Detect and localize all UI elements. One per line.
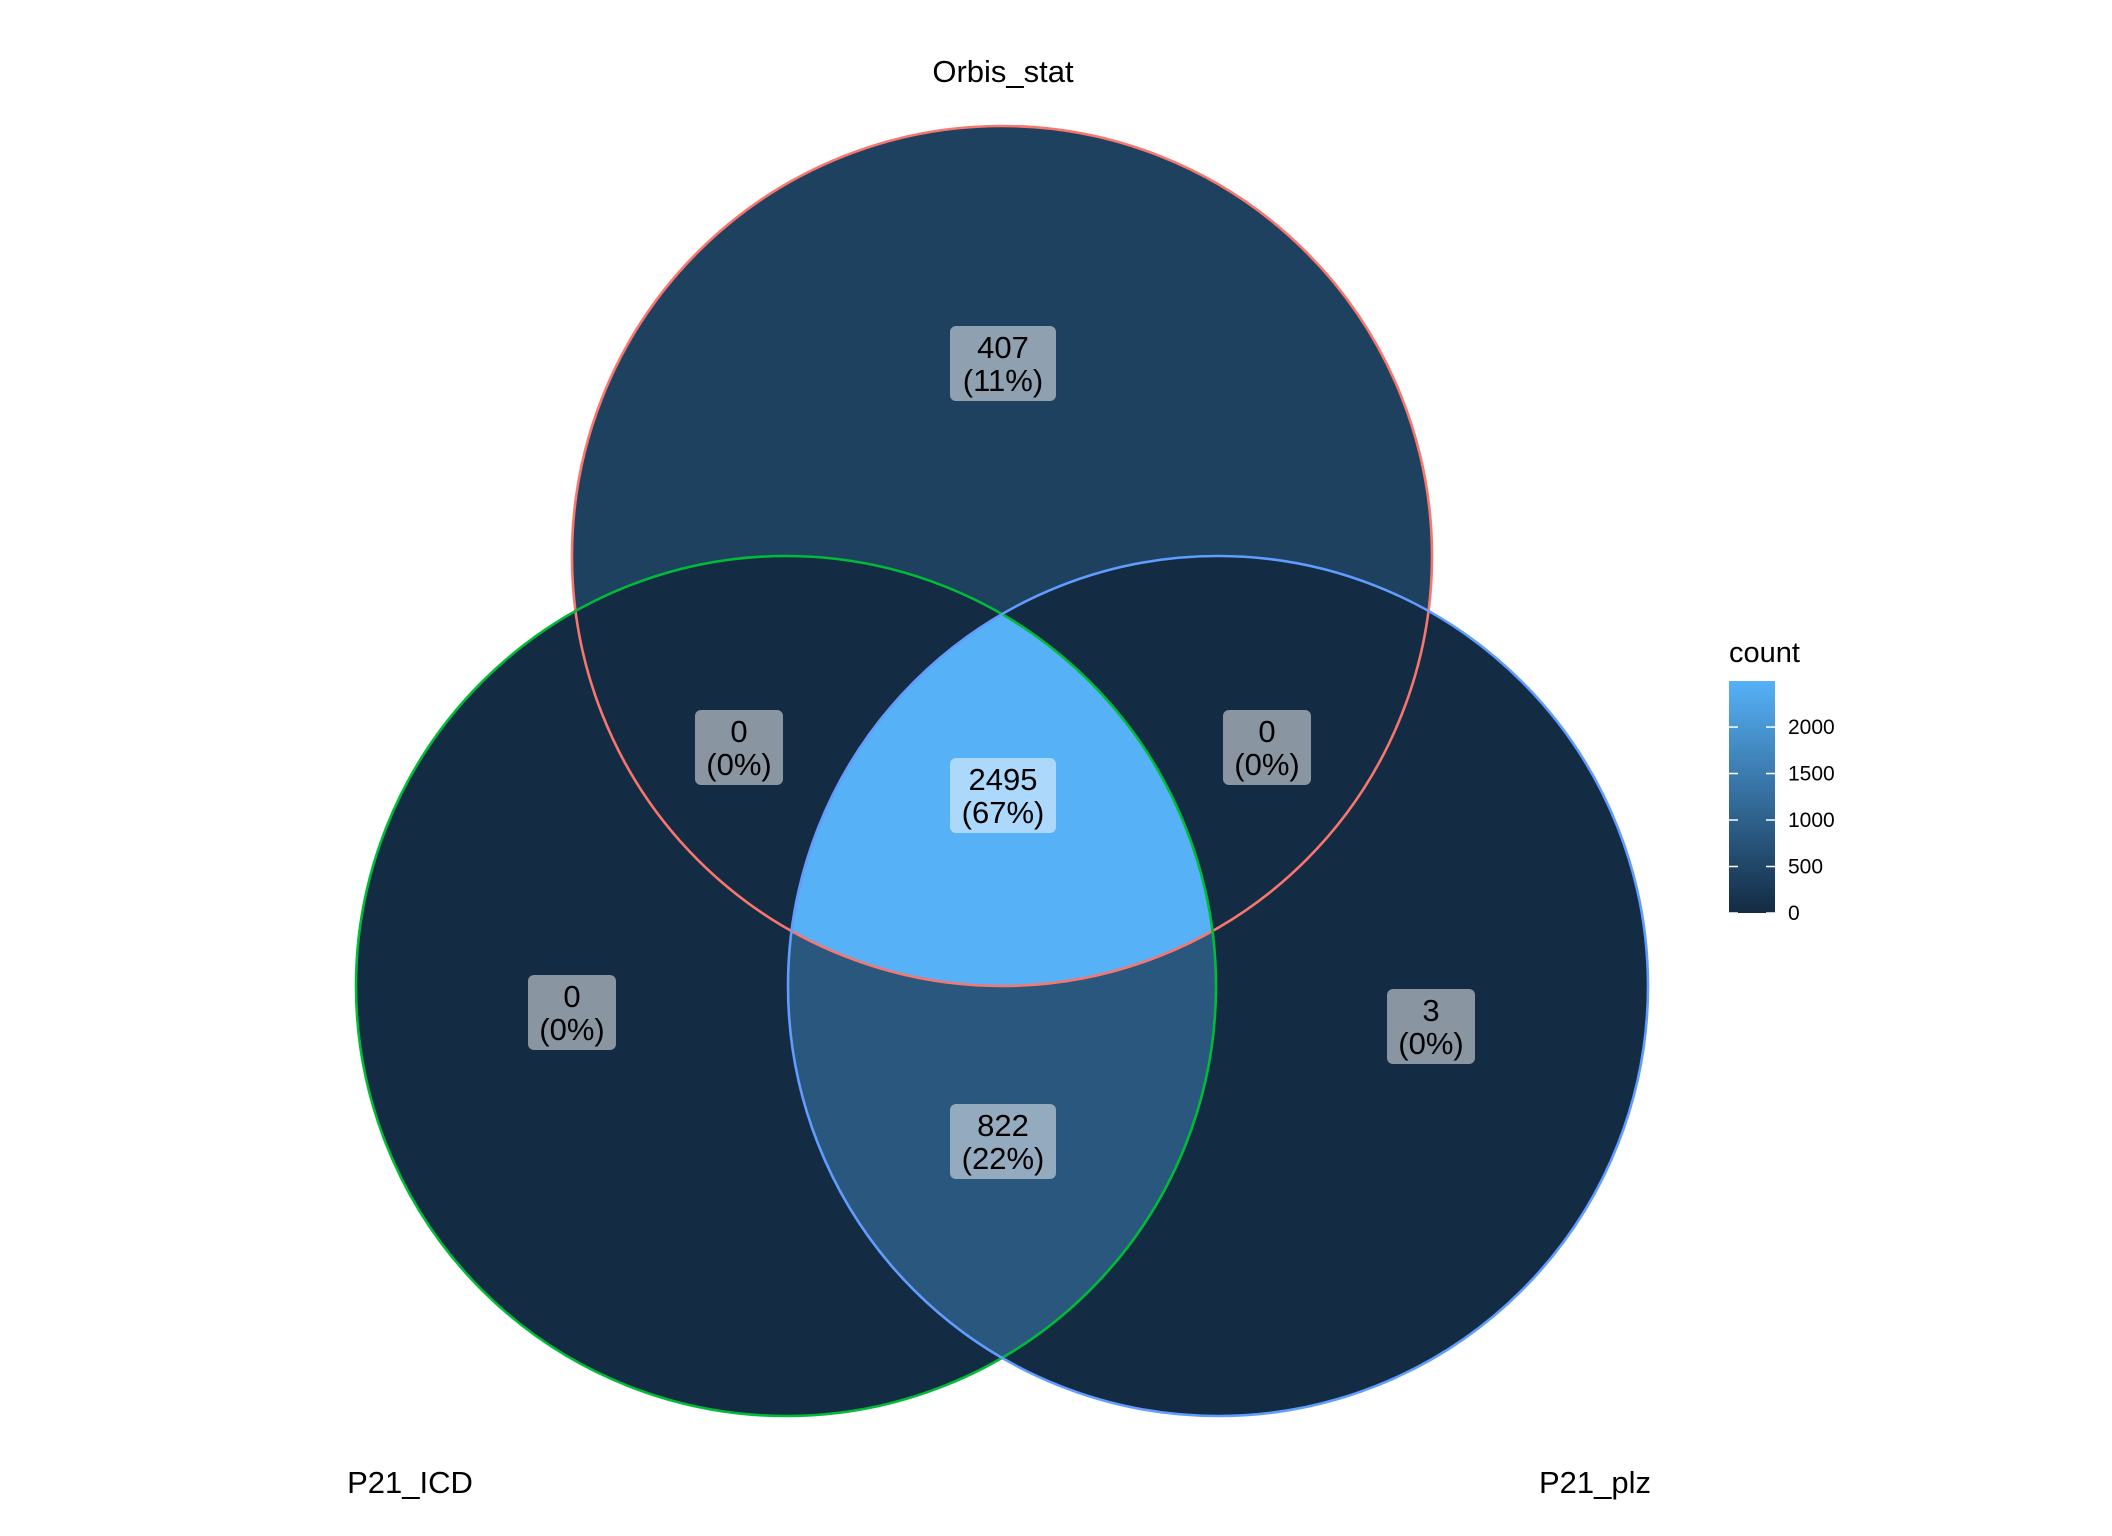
region-label-icd-plz: 822 (22%) — [950, 1104, 1056, 1179]
region-label-box — [950, 758, 1056, 833]
region-label-plz-only: 3 (0%) — [1387, 989, 1475, 1064]
legend-tick-label: 1500 — [1788, 763, 1835, 786]
set-outline-p21-plz — [786, 554, 1650, 1418]
region-count: 407 — [977, 330, 1029, 365]
region-label-orbis-plz: 0 (0%) — [1223, 710, 1311, 785]
set-label-p21-plz: P21_plz — [1539, 1465, 1651, 1500]
region-label-box — [1387, 989, 1475, 1064]
region-count: 2495 — [969, 762, 1038, 797]
region-percent: (22%) — [962, 1141, 1045, 1176]
set-outline-orbis-stat — [570, 124, 1434, 988]
legend-tick-label: 1000 — [1788, 809, 1835, 832]
region-percent: (0%) — [706, 747, 771, 782]
region-label-all-three: 2495 (67%) — [950, 758, 1056, 833]
legend: count 0 500 1000 1500 2000 — [1729, 637, 1835, 925]
region-count: 822 — [977, 1108, 1029, 1143]
legend-tick-label: 2000 — [1788, 716, 1835, 739]
set-label-orbis-stat: Orbis_stat — [932, 54, 1074, 89]
region-label-icd-only: 0 (0%) — [528, 975, 616, 1050]
region-percent: (11%) — [963, 363, 1043, 398]
legend-title: count — [1729, 637, 1800, 669]
legend-ticks: 0 500 1000 1500 2000 — [1729, 716, 1835, 925]
region-label-box — [950, 1104, 1056, 1179]
legend-colorbar — [1729, 681, 1775, 913]
region-label-orbis-only: 407 (11%) — [950, 326, 1056, 401]
region-percent: (0%) — [539, 1012, 604, 1047]
region-percent: (0%) — [1398, 1026, 1463, 1061]
region-count: 3 — [1422, 993, 1439, 1028]
region-label-box — [1223, 710, 1311, 785]
set-outline-p21-icd — [354, 554, 1218, 1418]
legend-tick-label: 500 — [1788, 856, 1823, 879]
region-percent: (67%) — [962, 795, 1045, 830]
legend-tick-label: 0 — [1788, 902, 1800, 925]
region-percent: (0%) — [1234, 747, 1299, 782]
region-count: 0 — [563, 979, 580, 1014]
region-label-orbis-icd: 0 (0%) — [695, 710, 783, 785]
region-label-box — [695, 710, 783, 785]
region-count: 0 — [730, 714, 747, 749]
region-label-box — [528, 975, 616, 1050]
region-label-box — [950, 326, 1056, 401]
set-label-p21-icd: P21_ICD — [347, 1465, 473, 1500]
region-count: 0 — [1258, 714, 1275, 749]
